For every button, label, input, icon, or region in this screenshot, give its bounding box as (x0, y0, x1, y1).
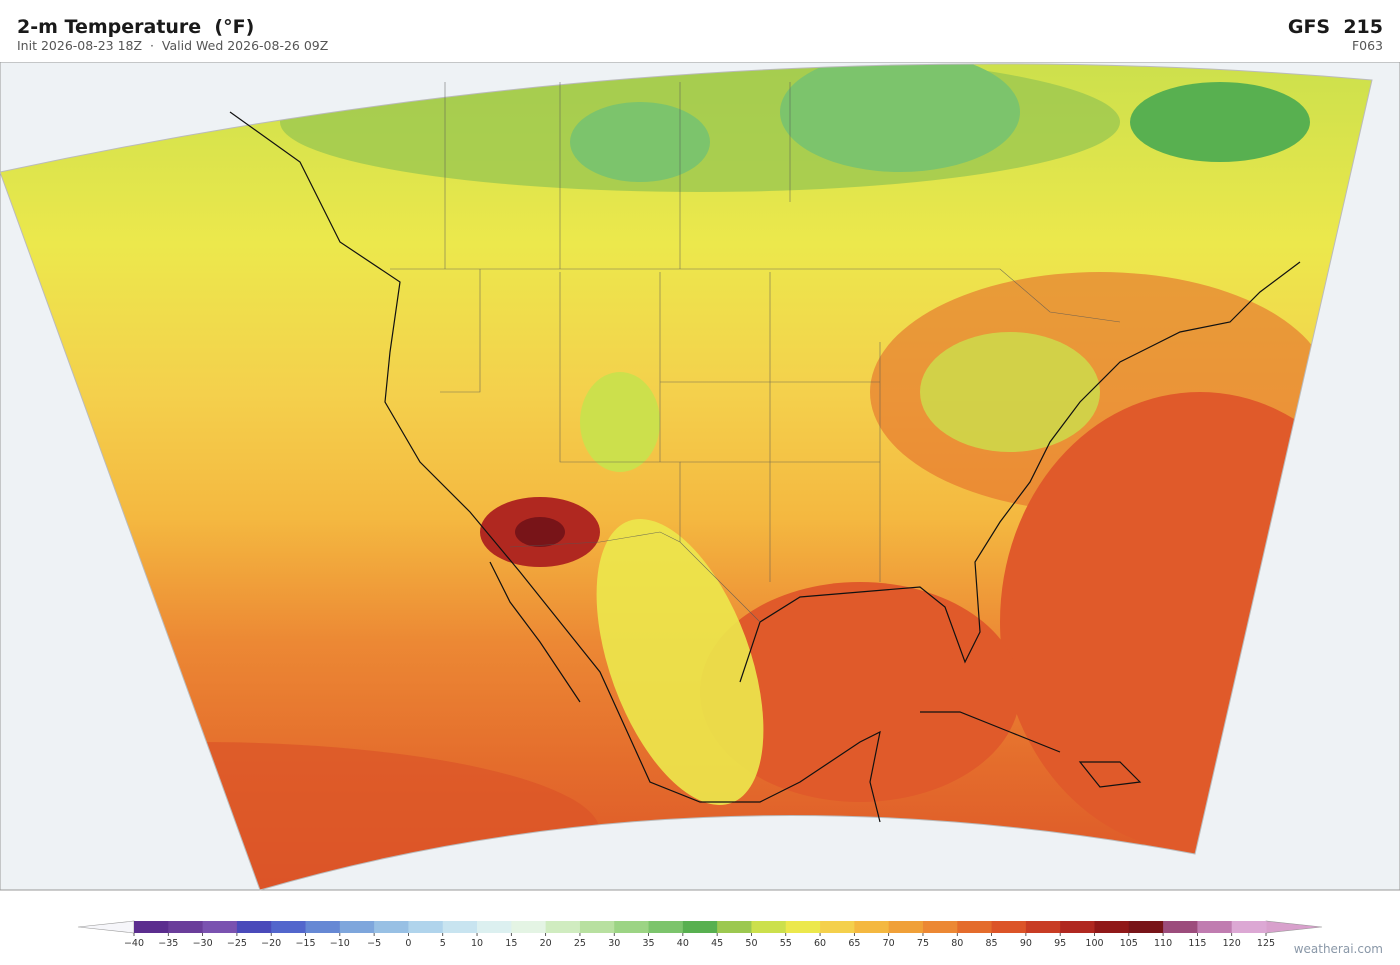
colorbar-segment (717, 921, 752, 933)
colorbar-segment (682, 921, 718, 933)
domain-edge (0, 63, 1373, 891)
colorbar-segment (751, 921, 787, 933)
model-label: GFS 215 (1287, 16, 1383, 38)
map (0, 62, 1400, 891)
colorbar-tick-label: −5 (367, 938, 381, 949)
colorbar-segment (820, 921, 855, 933)
colorbar-segment (1231, 921, 1267, 933)
colorbar-tick-label: −10 (330, 938, 350, 949)
colorbar-over-arrow (1265, 920, 1323, 934)
colorbar-segment (888, 921, 924, 933)
colorbar-segment (614, 921, 650, 933)
colorbar-under-arrow (77, 920, 135, 934)
colorbar-tick-label: 85 (986, 938, 998, 949)
colorbar-segment (854, 921, 890, 933)
colorbar-tick-label: −20 (261, 938, 281, 949)
colorbar-segment (168, 921, 204, 933)
colorbar-tick-label: 45 (711, 938, 723, 949)
colorbar-tick-label: 90 (1020, 938, 1032, 949)
colorbar-tick-label: 70 (883, 938, 895, 949)
forecast-hour: F063 (1351, 38, 1383, 53)
colorbar-tick-label: 100 (1085, 938, 1103, 949)
colorbar-tick-label: 75 (917, 938, 929, 949)
colorbar-tick-label: 55 (780, 938, 792, 949)
colorbar-tick-label: 60 (814, 938, 826, 949)
colorbar-tick-label: 80 (951, 938, 963, 949)
colorbar-tick-label: 110 (1154, 938, 1172, 949)
colorbar-tick-label: −15 (295, 938, 315, 949)
colorbar-tick-label: 10 (471, 938, 483, 949)
colorbar-tick-label: 65 (848, 938, 860, 949)
colorbar-tick-label: 25 (574, 938, 586, 949)
colorbar-segment (1060, 921, 1095, 933)
colorbar-tick-label: −40 (124, 938, 144, 949)
colorbar-tick-label: 5 (440, 938, 446, 949)
colorbar-tick-label: 20 (540, 938, 552, 949)
colorbar-segment (305, 921, 341, 933)
colorbar-tick-label: −30 (193, 938, 213, 949)
colorbar-segment (1163, 921, 1198, 933)
colorbar-segment (374, 921, 409, 933)
colorbar-tick-label: −35 (158, 938, 178, 949)
colorbar-segment (1094, 921, 1130, 933)
colorbar-segment (1128, 921, 1164, 933)
colorbar: −40 −35 −30 −25 −20 −15 −10 −5 0 5 10 15 20 25 30 35 40 4… (77, 920, 1323, 949)
colorbar-tick-label: 50 (745, 938, 757, 949)
colorbar-tick-label: −25 (227, 938, 247, 949)
temperature-field (0, 63, 1372, 891)
colorbar-tick-label: 105 (1120, 938, 1138, 949)
colorbar-segment (922, 921, 958, 933)
colorbar-tick-label: 30 (608, 938, 620, 949)
coastlines (229, 111, 1301, 823)
colorbar-segment (339, 921, 375, 933)
watermark: weatherai.com (1293, 942, 1383, 956)
colorbar-tick-label: 125 (1257, 938, 1275, 949)
colorbar-tick-label: 115 (1188, 938, 1206, 949)
colorbar-segment (477, 921, 512, 933)
colorbar-tick-label: 0 (405, 938, 411, 949)
colorbar-segment (202, 921, 238, 933)
colorbar-tick-label: 15 (505, 938, 517, 949)
borders (390, 82, 1121, 623)
colorbar-tick-label: 120 (1223, 938, 1241, 949)
colorbar-segment (579, 921, 615, 933)
colorbar-segment (648, 921, 684, 933)
colorbar-tick-label: 95 (1054, 938, 1066, 949)
colorbar-segment (236, 921, 272, 933)
colorbar-tick-label: 40 (677, 938, 689, 949)
colorbar-segment (442, 921, 478, 933)
colorbar-segment (271, 921, 307, 933)
colorbar-segment (991, 921, 1027, 933)
colorbar-segment (957, 921, 993, 933)
colorbar-segment (134, 921, 169, 933)
colorbar-segment (1197, 921, 1233, 933)
colorbar-segment (1025, 921, 1061, 933)
subtitle: Init 2026-08-23 18Z · Valid Wed 2026-08-… (17, 38, 329, 53)
colorbar-segment (785, 921, 821, 933)
colorbar-segment (511, 921, 547, 933)
colorbar-segment (545, 921, 581, 933)
title: 2-m Temperature (°F) (17, 16, 255, 38)
colorbar-tick-label: 35 (642, 938, 654, 949)
colorbar-segment (408, 921, 444, 933)
